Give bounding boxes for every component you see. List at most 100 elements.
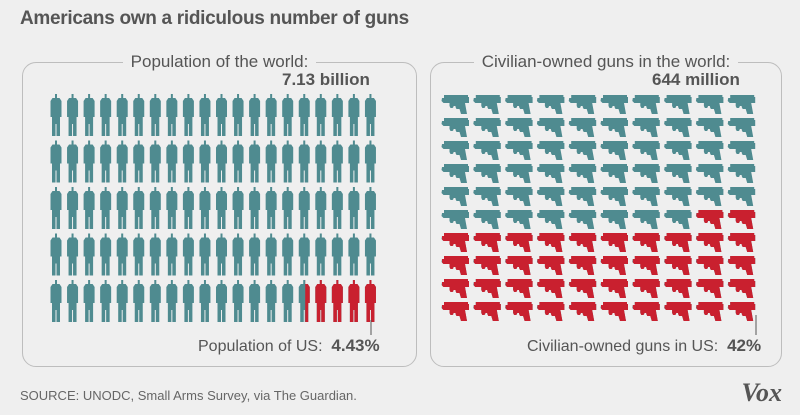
- person-icon: [199, 94, 211, 136]
- person-icon: [348, 94, 360, 136]
- handgun-icon: [441, 279, 469, 298]
- person-icon: [232, 280, 244, 322]
- handgun-icon: [441, 302, 469, 321]
- person-icon: [166, 140, 178, 183]
- person-icon: [133, 140, 145, 183]
- person-icon: [331, 280, 343, 322]
- handgun-icon: [727, 141, 756, 160]
- person-icon: [133, 280, 145, 322]
- handgun-icon: [695, 95, 724, 114]
- person-icon: [199, 233, 211, 276]
- handgun-icon: [568, 141, 597, 160]
- person-icon: [331, 187, 343, 229]
- person-icon: [116, 233, 128, 276]
- handgun-icon: [600, 233, 628, 252]
- person-icon: [216, 280, 227, 322]
- handgun-icon: [600, 210, 628, 229]
- guns-total: 644 million: [652, 70, 740, 89]
- person-icon: [166, 94, 178, 136]
- person-icon: [348, 280, 360, 322]
- handgun-icon: [664, 118, 692, 137]
- person-icon: [83, 187, 95, 229]
- person-icon: [282, 187, 294, 229]
- us-guns-caption: Civilian-owned guns in US: 42%: [527, 336, 761, 356]
- handgun-icon: [568, 164, 597, 183]
- person-icon: [166, 233, 178, 276]
- handgun-icon: [536, 279, 565, 298]
- handgun-icon: [505, 141, 533, 160]
- handgun-icon: [568, 233, 597, 252]
- person-icon: [50, 280, 62, 322]
- person-icon: [331, 94, 343, 136]
- handgun-icon: [441, 141, 469, 160]
- handgun-icon: [695, 302, 724, 321]
- person-icon: [100, 140, 112, 183]
- person-icon: [100, 187, 112, 229]
- handgun-icon: [441, 233, 469, 252]
- handgun-icon: [536, 187, 565, 206]
- person-icon: [364, 187, 376, 229]
- person-icon: [364, 94, 376, 136]
- handgun-icon: [536, 118, 565, 137]
- guns-title: Civilian-owned guns in the world:: [473, 52, 739, 71]
- person-icon: [331, 233, 343, 276]
- person-icon: [348, 187, 360, 229]
- handgun-icon: [505, 164, 533, 183]
- handgun-icon: [568, 118, 597, 137]
- handgun-icon: [441, 164, 469, 183]
- handgun-icon: [473, 256, 501, 275]
- handgun-icon: [568, 256, 597, 275]
- person-icon: [149, 233, 161, 276]
- person-icon: [249, 94, 261, 136]
- handgun-icon: [473, 233, 501, 252]
- person-icon: [149, 140, 161, 183]
- handgun-icon: [727, 302, 756, 321]
- person-icon: [298, 94, 310, 136]
- person-icon: [315, 140, 327, 183]
- handgun-icon: [727, 233, 756, 252]
- handgun-icon: [505, 256, 533, 275]
- handgun-icon: [632, 187, 660, 206]
- person-icon: [67, 233, 79, 276]
- us-guns-label: Civilian-owned guns in US:: [527, 338, 719, 355]
- person-icon: [315, 187, 327, 229]
- person-icon: [249, 140, 261, 183]
- handgun-icon: [505, 118, 533, 137]
- handgun-icon: [568, 279, 597, 298]
- handgun-icon: [568, 302, 597, 321]
- person-icon: [348, 140, 360, 183]
- handgun-icon: [664, 164, 692, 183]
- person-icon: [315, 94, 327, 136]
- us-population-value: 4.43%: [331, 336, 380, 355]
- person-icon: [199, 140, 211, 183]
- handgun-icon: [727, 95, 756, 114]
- handgun-icon: [536, 95, 565, 114]
- person-icon: [298, 280, 310, 322]
- person-icon: [67, 94, 79, 136]
- person-icon: [182, 140, 194, 183]
- handgun-icon: [632, 210, 660, 229]
- guns-panel: Civilian-owned guns in the world:: [430, 52, 782, 367]
- person-icon: [232, 233, 244, 276]
- handgun-icon: [632, 256, 660, 275]
- handgun-icon: [632, 95, 660, 114]
- handgun-icon: [664, 302, 692, 321]
- handgun-icon: [600, 118, 628, 137]
- person-icon: [298, 140, 310, 183]
- handgun-icon: [536, 233, 565, 252]
- population-total: 7.13 billion: [282, 70, 370, 89]
- person-icon: [67, 140, 79, 183]
- person-icon: [50, 94, 62, 136]
- person-icon: [216, 94, 227, 136]
- person-icon: [116, 187, 128, 229]
- handgun-icon: [600, 95, 628, 114]
- person-icon: [249, 280, 261, 322]
- person-icon: [100, 280, 112, 322]
- handgun-icon: [568, 95, 597, 114]
- source-note: SOURCE: UNODC, Small Arms Survey, via Th…: [20, 388, 357, 403]
- handgun-icon: [664, 141, 692, 160]
- handgun-icon: [695, 118, 724, 137]
- handgun-icon: [695, 187, 724, 206]
- person-icon: [232, 187, 244, 229]
